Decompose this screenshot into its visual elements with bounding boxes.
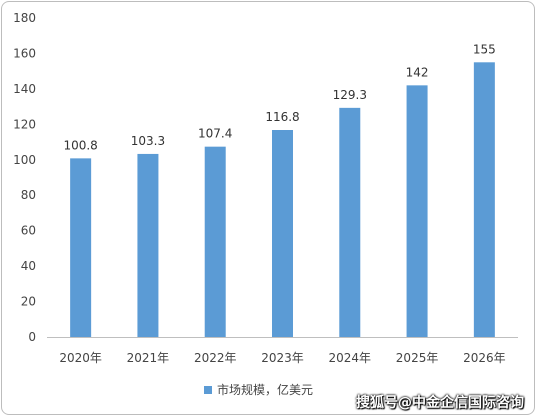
legend-swatch: [204, 385, 212, 394]
data-label: 155: [473, 42, 496, 56]
bar: [406, 85, 428, 337]
x-tick-label: 2022年: [194, 351, 237, 365]
data-label: 142: [406, 65, 429, 79]
y-tick-label: 180: [13, 11, 36, 25]
bar: [272, 130, 293, 337]
y-tick-label: 20: [21, 295, 36, 309]
y-tick-label: 160: [13, 46, 36, 60]
bar: [473, 62, 495, 338]
x-tick-label: 2024年: [329, 351, 372, 365]
y-tick-label: 120: [13, 117, 36, 131]
bar: [204, 146, 226, 337]
x-tick-label: 2023年: [261, 351, 304, 365]
data-label: 116.8: [265, 110, 299, 124]
x-tick-label: 2020年: [59, 351, 102, 365]
bar: [339, 107, 361, 337]
legend: 市场规模，亿美元: [204, 381, 313, 398]
watermark-text: 搜狐号@中金企信国际咨询: [356, 395, 524, 411]
y-tick-label: 0: [28, 330, 36, 344]
y-tick-label: 40: [21, 259, 36, 273]
data-label: 100.8: [63, 138, 97, 152]
y-tick-label: 100: [13, 153, 36, 167]
legend-label: 市场规模，亿美元: [217, 383, 314, 397]
y-tick-label: 140: [13, 82, 36, 96]
bar: [70, 158, 92, 337]
y-tick-label: 60: [21, 224, 36, 238]
bar: [137, 153, 159, 337]
y-tick-label: 80: [21, 188, 36, 202]
data-label: 129.3: [333, 88, 367, 102]
data-label: 103.3: [131, 134, 165, 148]
x-tick-label: 2021年: [127, 351, 170, 365]
x-tick-label: 2026年: [463, 351, 506, 365]
x-tick-label: 2025年: [396, 351, 439, 365]
data-label: 107.4: [198, 127, 232, 141]
